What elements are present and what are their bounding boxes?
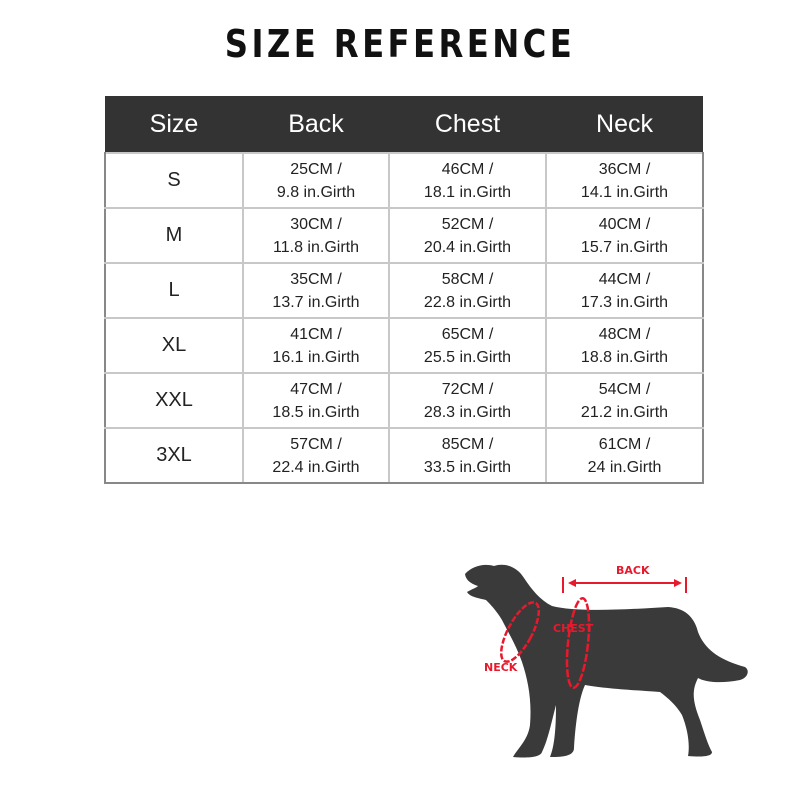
chest-cell: 46CM / 18.1 in.Girth <box>388 152 547 209</box>
size-cell: XL <box>104 317 244 374</box>
table-row: XXL 47CM / 18.5 in.Girth 72CM / 28.3 in.Girt… <box>104 372 704 429</box>
table-row: XL 41CM / 16.1 in.Girth 65CM / 25.5 in.Girth… <box>104 317 704 374</box>
size-cell: M <box>104 207 244 264</box>
back-label: BACK <box>616 564 650 577</box>
dog-silhouette <box>465 564 748 758</box>
chest-label: CHEST <box>553 622 594 635</box>
header-size: Size <box>105 96 243 153</box>
neck-measure-loop <box>499 601 541 663</box>
header-neck: Neck <box>546 96 703 153</box>
table-row: M 30CM / 11.8 in.Girth 52CM / 20.4 in.Girth 4… <box>104 207 704 264</box>
size-cell: 3XL <box>104 427 244 484</box>
neck-cm: 40CM / <box>598 215 651 233</box>
neck-cm: 48CM / <box>598 325 651 343</box>
table-header-row: Size Back Chest Neck <box>105 96 703 153</box>
chest-cm: 52CM / <box>441 215 494 233</box>
back-cell: 30CM / 11.8 in.Girth <box>242 207 390 264</box>
chest-cm: 65CM / <box>441 325 494 343</box>
table-row: S 25CM / 9.8 in.Girth 46CM / 18.1 in.Girth 36… <box>104 152 704 209</box>
neck-cm: 36CM / <box>598 160 651 178</box>
chest-inches: 28.3 in.Girth <box>423 403 512 421</box>
chest-cell: 52CM / 20.4 in.Girth <box>388 207 547 264</box>
size-cell: XXL <box>104 372 244 429</box>
chest-cell: 85CM / 33.5 in.Girth <box>388 427 547 484</box>
page-title: SIZE REFERENCE <box>224 22 576 66</box>
neck-inches: 17.3 in.Girth <box>580 293 669 311</box>
size-cell: S <box>104 152 244 209</box>
back-cell: 47CM / 18.5 in.Girth <box>242 372 390 429</box>
chest-cell: 65CM / 25.5 in.Girth <box>388 317 547 374</box>
chest-cell: 58CM / 22.8 in.Girth <box>388 262 547 319</box>
chest-cm: 58CM / <box>441 270 494 288</box>
back-cm: 30CM / <box>290 215 342 233</box>
neck-cell: 40CM / 15.7 in.Girth <box>545 207 704 264</box>
back-inches: 22.4 in.Girth <box>272 458 360 476</box>
back-inches: 18.5 in.Girth <box>272 403 360 421</box>
table-row: L 35CM / 13.7 in.Girth 58CM / 22.8 in.Girth 4… <box>104 262 704 319</box>
chest-inches: 20.4 in.Girth <box>423 238 512 256</box>
neck-label: NECK <box>484 661 518 674</box>
size-table: Size Back Chest Neck S 25CM / 9.8 in.Girth… <box>104 96 704 484</box>
back-measure <box>562 577 687 593</box>
neck-cell: 36CM / 14.1 in.Girth <box>545 152 704 209</box>
back-cm: 35CM / <box>290 270 342 288</box>
back-cm: 41CM / <box>290 325 342 343</box>
size-cell: L <box>104 262 244 319</box>
back-inches: 9.8 in.Girth <box>276 183 356 201</box>
neck-inches: 24 in.Girth <box>587 458 662 476</box>
neck-inches: 21.2 in.Girth <box>580 403 669 421</box>
chest-inches: 33.5 in.Girth <box>423 458 512 476</box>
neck-inches: 18.8 in.Girth <box>580 348 669 366</box>
chest-inches: 18.1 in.Girth <box>423 183 512 201</box>
table-row: 3XL 57CM / 22.4 in.Girth 85CM / 33.5 in.Girt… <box>104 427 704 484</box>
back-inches: 16.1 in.Girth <box>272 348 360 366</box>
back-cell: 25CM / 9.8 in.Girth <box>242 152 390 209</box>
chest-cm: 46CM / <box>441 160 494 178</box>
chest-measure-loop <box>565 596 591 690</box>
neck-cell: 48CM / 18.8 in.Girth <box>545 317 704 374</box>
neck-inches: 15.7 in.Girth <box>580 238 669 256</box>
chest-cell: 72CM / 28.3 in.Girth <box>388 372 547 429</box>
neck-cell: 61CM / 24 in.Girth <box>545 427 704 484</box>
chest-inches: 25.5 in.Girth <box>423 348 512 366</box>
header-chest: Chest <box>389 96 546 153</box>
back-cell: 57CM / 22.4 in.Girth <box>242 427 390 484</box>
neck-cell: 44CM / 17.3 in.Girth <box>545 262 704 319</box>
back-inches: 11.8 in.Girth <box>273 238 359 256</box>
back-cell: 41CM / 16.1 in.Girth <box>242 317 390 374</box>
back-cm: 57CM / <box>290 435 342 453</box>
header-back: Back <box>243 96 389 153</box>
neck-cell: 54CM / 21.2 in.Girth <box>545 372 704 429</box>
neck-cm: 61CM / <box>598 435 651 453</box>
back-cell: 35CM / 13.7 in.Girth <box>242 262 390 319</box>
back-inches: 13.7 in.Girth <box>272 293 360 311</box>
back-cm: 47CM / <box>290 380 342 398</box>
neck-cm: 44CM / <box>598 270 651 288</box>
back-cm: 25CM / <box>290 160 342 178</box>
chest-cm: 85CM / <box>441 435 494 453</box>
chest-cm: 72CM / <box>441 380 494 398</box>
chest-inches: 22.8 in.Girth <box>423 293 512 311</box>
neck-inches: 14.1 in.Girth <box>580 183 669 201</box>
neck-cm: 54CM / <box>598 380 651 398</box>
